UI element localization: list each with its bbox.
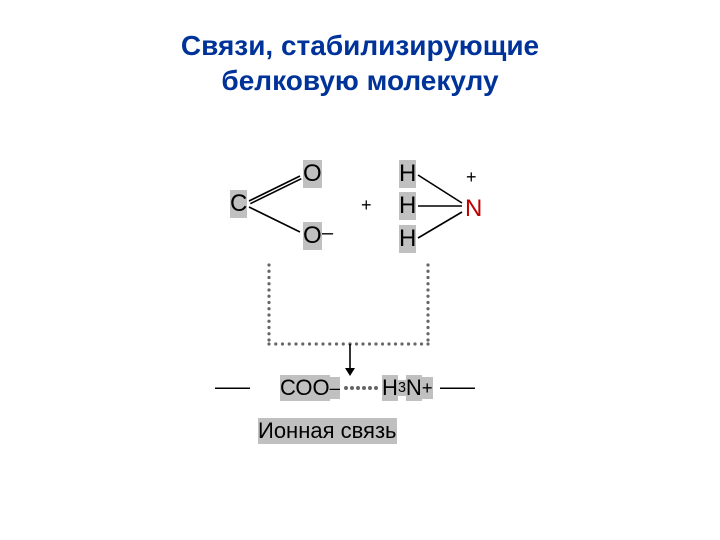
atom-h1: H bbox=[399, 160, 416, 188]
formula-sub3: 3 bbox=[398, 380, 406, 396]
atom-o-top: О bbox=[303, 160, 322, 188]
slide-title: Связи, стабилизирующие белковую молекулу bbox=[0, 28, 720, 98]
atom-o-bot-minus: – bbox=[322, 222, 333, 245]
caption-ionic-bond: Ионная связь bbox=[258, 418, 397, 444]
formula-h: H bbox=[382, 375, 398, 401]
atom-h3: H bbox=[399, 225, 416, 253]
atom-h2: H bbox=[399, 192, 416, 220]
formula-n: N bbox=[406, 375, 422, 401]
formula-dots bbox=[343, 386, 379, 390]
atom-o-bot: О bbox=[303, 222, 322, 250]
plus-charge-mid: + bbox=[361, 195, 372, 216]
formula-ionic: СОО – H 3 N + bbox=[280, 375, 433, 401]
atom-c: С bbox=[230, 190, 247, 218]
title-line1: Связи, стабилизирующие bbox=[181, 30, 539, 61]
formula-minus: – bbox=[330, 377, 340, 399]
formula-plus: + bbox=[422, 377, 433, 399]
atom-n: N bbox=[465, 195, 482, 223]
atom-n-plus: + bbox=[466, 167, 477, 188]
title-line2: белковую молекулу bbox=[221, 65, 498, 96]
formula-coo: СОО bbox=[280, 375, 330, 401]
